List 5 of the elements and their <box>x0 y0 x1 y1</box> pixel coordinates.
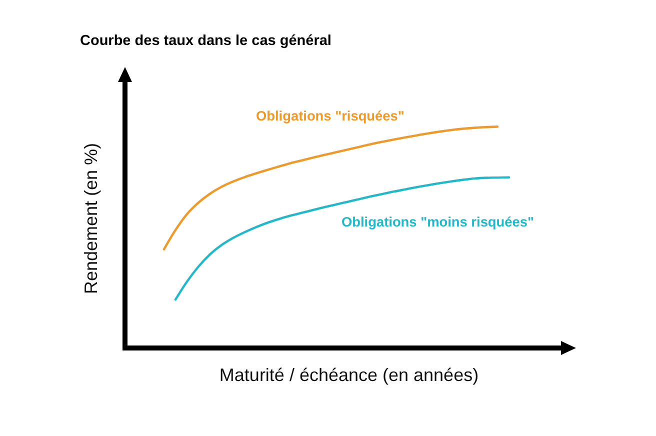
x-axis-title: Maturité / échéance (en années) <box>219 365 479 385</box>
chart-title: Courbe des taux dans le cas général <box>80 33 332 49</box>
series-label: Obligations "moins risquées" <box>342 214 534 230</box>
series-label: Obligations "risquées" <box>256 108 404 124</box>
y-axis-title: Rendement (en %) <box>81 142 101 294</box>
